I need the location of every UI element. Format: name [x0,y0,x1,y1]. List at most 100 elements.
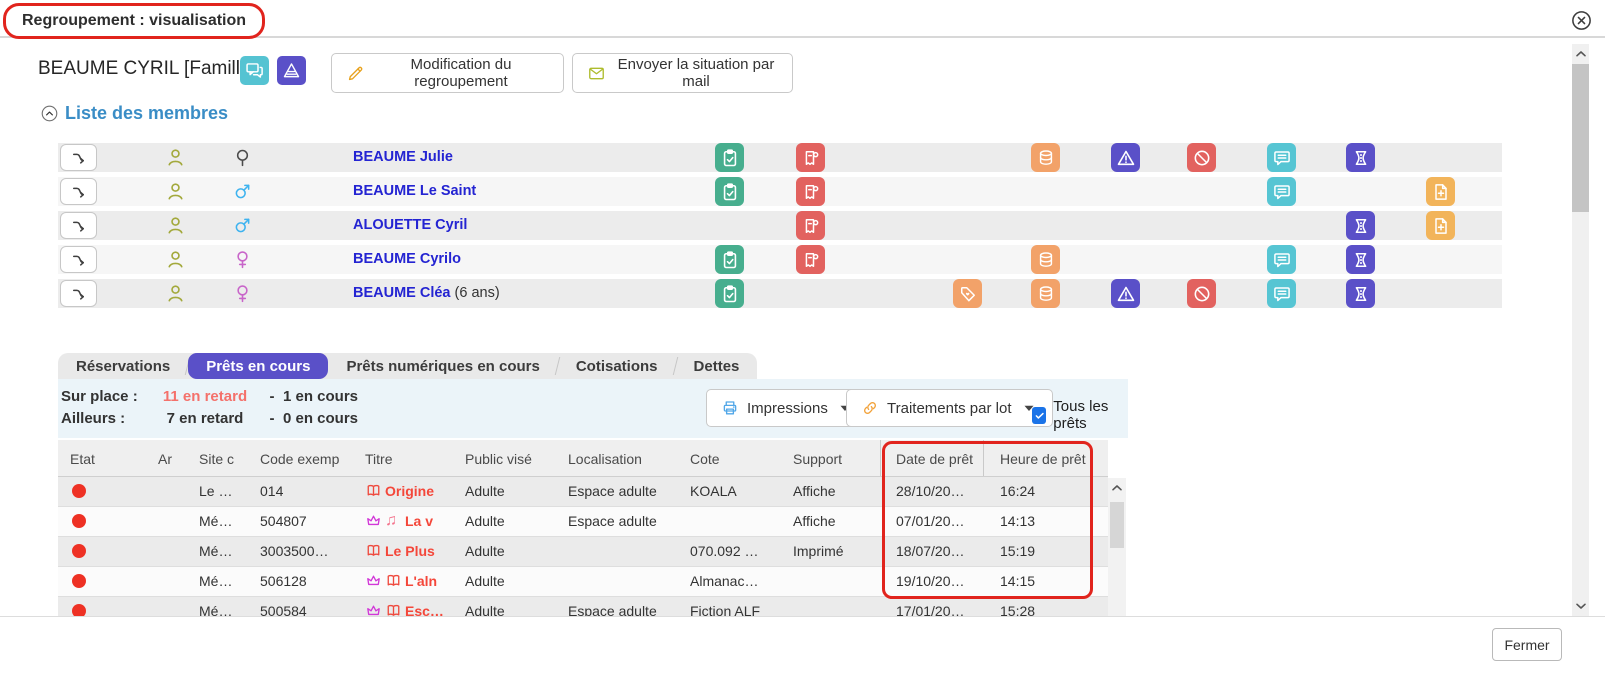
member-name-link[interactable]: BEAUME Cyrilo [353,251,461,267]
batch-processing-dropdown-button[interactable]: Traitements par lot [846,389,1053,427]
cell-code: 506128 [260,573,307,589]
fermer-button[interactable]: Fermer [1492,628,1562,661]
member-name-link[interactable]: BEAUME Le Saint [353,183,477,199]
tab-reservations[interactable]: Réservations [58,353,188,379]
swap-arrow-icon [69,216,88,235]
cell-code: 500584 [260,603,307,616]
member-name: BEAUME Le Saint [353,183,476,199]
goto-member-button[interactable] [60,280,97,307]
loan-title[interactable]: Origine [365,482,434,499]
crown-icon [365,512,382,529]
cell-support: Affiche [793,483,836,499]
goto-member-button[interactable] [60,144,97,171]
printer-icon [721,399,739,417]
prohibition-icon [1187,279,1216,308]
cell-heure: 15:19 [1000,543,1036,559]
clipboard-check-icon [715,143,744,172]
goto-member-button[interactable] [60,246,97,273]
late-status-dot [72,514,86,528]
loan-title[interactable]: Le Plus [365,542,435,559]
loan-title[interactable]: Esc… [365,602,444,616]
clipboard-check-icon [715,279,744,308]
goto-member-button[interactable] [60,212,97,239]
modify-group-button[interactable]: Modification du regroupement [331,53,564,93]
person-icon [164,214,187,237]
person-icon [164,248,187,271]
member-name: BEAUME Cyrilo [353,251,461,267]
header-separator [983,440,984,476]
loan-row[interactable]: Mé… 506128 L'aln Adulte Almanac… 19/10/20… 14:… [58,567,1108,597]
loans-table: Etat Ar Site c Code exemp Titre Public visé Lo… [58,440,1108,616]
loan-row[interactable]: Le … 014 Origine Adulte Espace adulte KOALA Af… [58,477,1108,507]
swap-arrow-icon [69,284,88,303]
alert-triangle-icon [281,60,302,81]
receipt-icon [796,245,825,274]
onsite-label: Sur place : [61,388,138,405]
goto-member-button[interactable] [60,178,97,205]
cell-code: 504807 [260,513,307,529]
header-separator [880,440,881,476]
receipt-icon [796,211,825,240]
member-row: BEAUME Cléa (6 ans) [58,279,1502,308]
scroll-up-icon[interactable] [1573,46,1589,62]
loan-row[interactable]: Mé… 3003500… Le Plus Adulte 070.092 … Imprimé… [58,537,1108,567]
main-scrollbar-thumb[interactable] [1572,64,1589,212]
cell-public: Adulte [465,483,505,499]
loan-title-text: Le Plus [385,542,435,559]
all-loans-label: Tous les prêts [1053,398,1109,432]
member-name-link[interactable]: BEAUME Julie [353,149,453,165]
ticket-icon [1346,279,1375,308]
table-scrollbar-thumb[interactable] [1110,502,1124,548]
cell-site: Mé… [199,573,233,589]
loan-title-text: Origine [385,482,435,499]
late-status-dot [72,544,86,558]
patron-name: BEAUME CYRIL [Famille] [38,58,256,79]
window-title: Regroupement : visualisation [22,12,247,29]
cell-cote: KOALA [690,483,737,499]
document-plus-icon [1426,177,1455,206]
loan-title-text: La v [405,512,434,529]
cell-support: Affiche [793,513,836,529]
late-status-dot [72,484,86,498]
cell-public: Adulte [465,543,505,559]
tab-cotisations[interactable]: Cotisations [558,353,676,379]
summary-onsite: Sur place : 11 en retard -1 en cours [61,386,358,408]
chat-button[interactable] [240,56,269,85]
impressions-dropdown-button[interactable]: Impressions [706,389,869,427]
annotation-box-title: Regroupement : visualisation [3,3,266,39]
document-plus-icon [1426,211,1455,240]
tab-dettes[interactable]: Dettes [693,357,740,375]
loan-title-text: L'aln [405,572,438,589]
cell-support: Imprimé [793,543,844,559]
loan-title[interactable]: L'aln [365,572,437,589]
collapse-chevron-icon[interactable] [40,104,59,123]
send-situation-mail-button[interactable]: Envoyer la situation par mail [572,53,793,93]
receipt-icon [796,143,825,172]
clipboard-check-icon [715,177,744,206]
cell-localisation: Espace adulte [568,603,657,616]
all-loans-checkbox-wrap: Tous les prêts [1032,398,1128,432]
tab-prets-en-cours[interactable]: Prêts en cours [188,353,329,379]
footer-divider [0,616,1605,617]
column-header-localisation: Localisation [568,451,642,467]
cell-date: 07/01/20… [896,513,965,529]
all-loans-checkbox[interactable] [1032,406,1047,424]
column-header-cote: Cote [690,451,720,467]
close-window-button[interactable] [1570,9,1593,32]
comment-icon [1267,177,1296,206]
loan-row[interactable]: Mé… 500584 Esc… Adulte Espace adulte Fiction … [58,597,1108,616]
member-name-link[interactable]: ALOUETTE Cyril [353,217,468,233]
loan-title-text: Esc… [405,602,444,617]
loan-title[interactable]: ♫ La v [365,512,433,529]
member-name-link[interactable]: BEAUME Cléa [353,285,451,301]
scroll-up-icon[interactable] [1109,480,1125,496]
tab-prets-numeriques-en-cours[interactable]: Prêts numériques en cours [328,353,557,379]
cell-heure: 16:24 [1000,483,1036,499]
scroll-down-icon[interactable] [1573,598,1589,614]
member-name: BEAUME Cléa (6 ans) [353,285,500,301]
separator: - [269,410,275,427]
close-icon [1570,9,1593,32]
loan-row[interactable]: Mé… 504807 ♫ La v Adulte Espace adulte Affiche… [58,507,1108,537]
alert-button[interactable] [277,56,306,85]
